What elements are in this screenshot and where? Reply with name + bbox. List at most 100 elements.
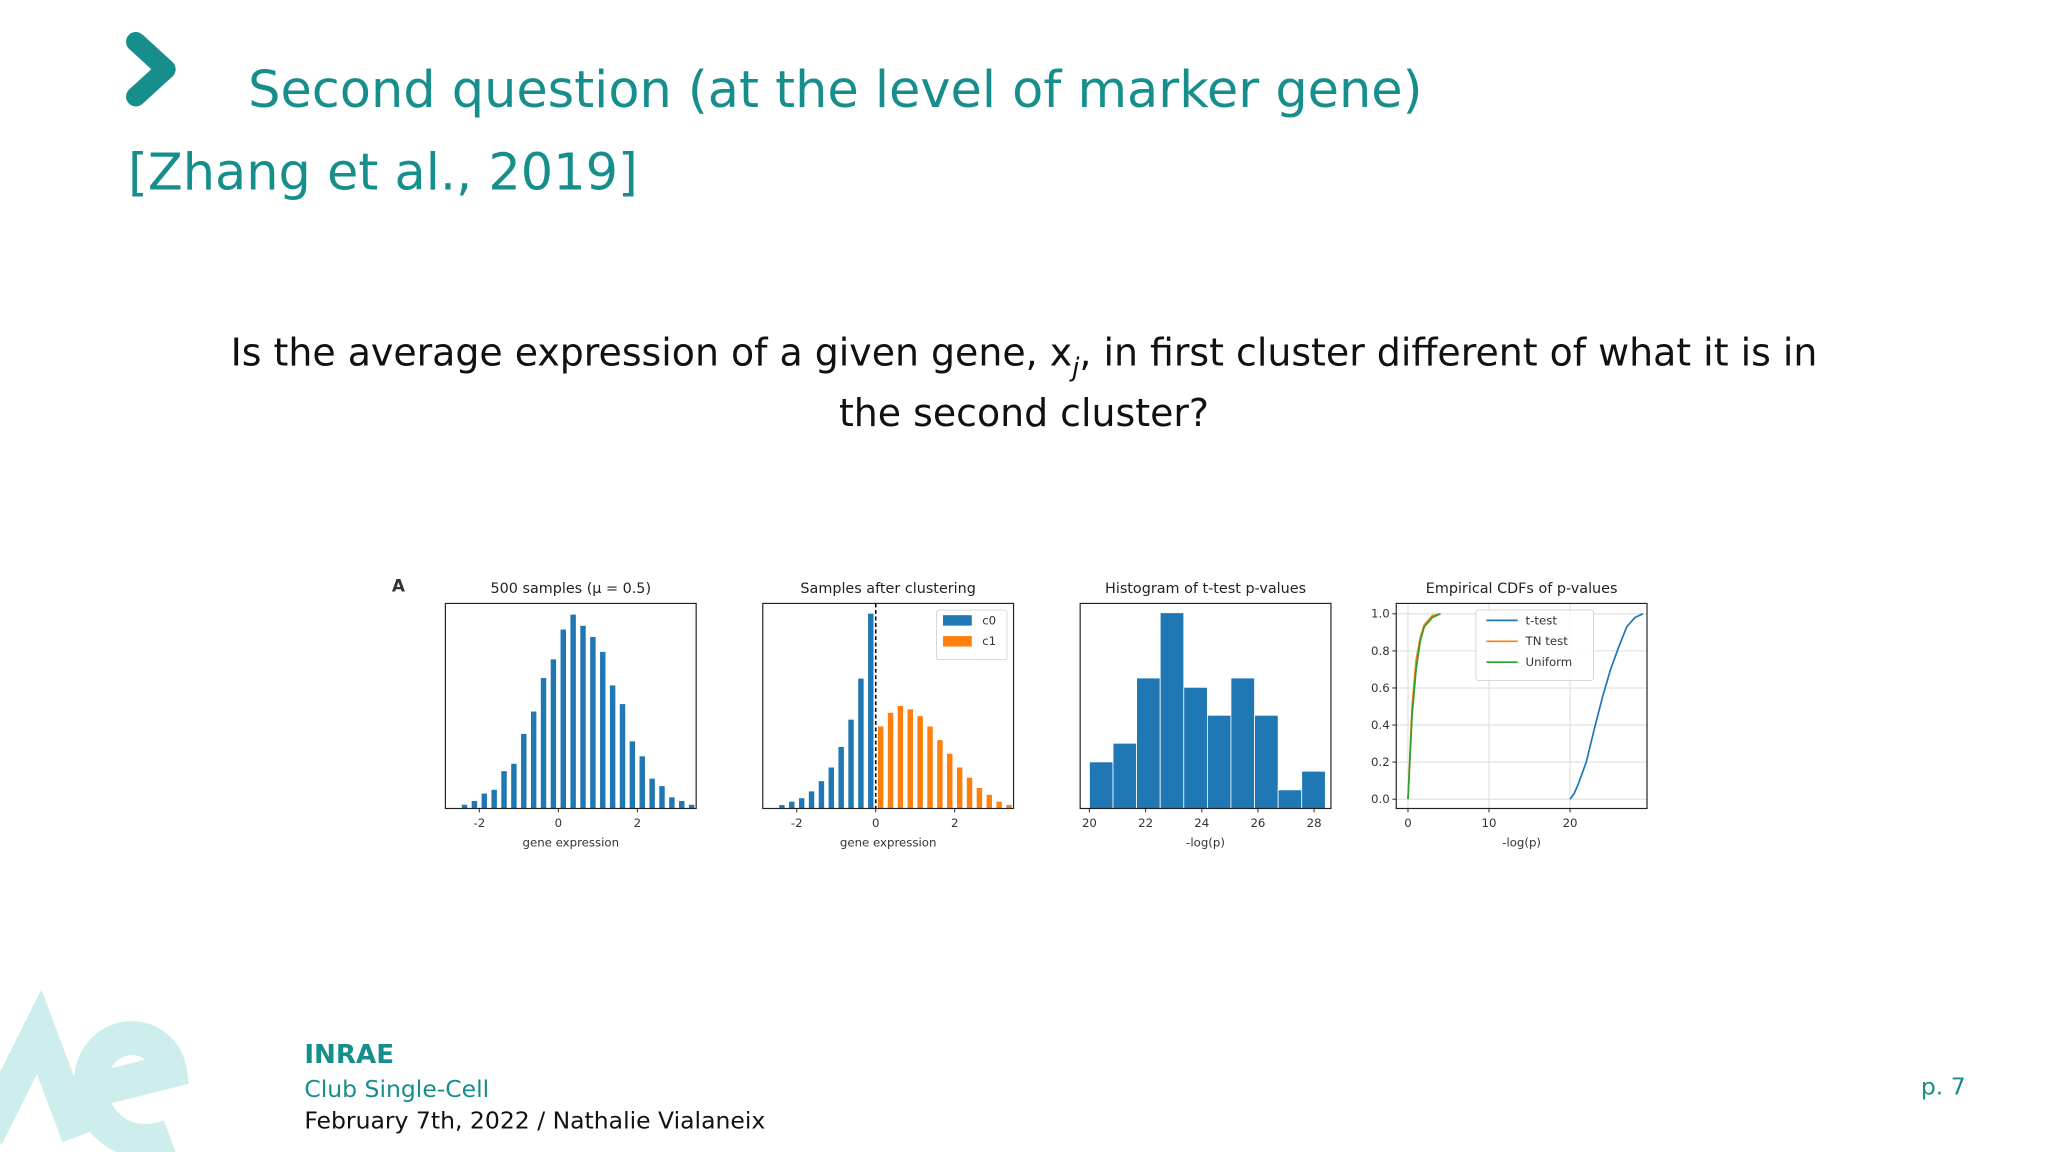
- bar: [798, 798, 805, 809]
- question-text: Is the average expression of a given gen…: [231, 331, 1072, 375]
- bar: [986, 794, 992, 809]
- question-text: , in first cluster different of what it …: [1079, 331, 1817, 375]
- question-line-1: Is the average expression of a given gen…: [231, 331, 1818, 383]
- bar: [808, 791, 815, 809]
- bar: [1230, 677, 1255, 809]
- x-axis-label: gene expression: [523, 835, 619, 849]
- bar: [639, 756, 645, 809]
- bar: [779, 805, 785, 809]
- bar: [600, 651, 606, 809]
- bar: [1277, 789, 1303, 809]
- chart-title: Samples after clustering: [800, 581, 975, 597]
- bar: [789, 801, 795, 809]
- x-tick-label: 26: [1250, 816, 1265, 830]
- chart-title: Empirical CDFs of p-values: [1426, 581, 1618, 597]
- bar: [1183, 686, 1208, 809]
- legend-swatch: [943, 636, 972, 647]
- plot-frame: [1395, 602, 1648, 810]
- bar: [1136, 677, 1161, 809]
- citation: [Zhang et al., 2019]: [128, 143, 638, 202]
- bar: [917, 716, 923, 809]
- x-tick-label: 20: [1563, 816, 1578, 830]
- x-tick-label: -2: [473, 816, 485, 830]
- x-tick-label: 10: [1482, 816, 1497, 830]
- bar: [887, 712, 894, 809]
- legend-label: t-test: [1526, 613, 1558, 627]
- x-tick-label: 22: [1138, 816, 1153, 830]
- bar: [669, 797, 675, 809]
- bar: [619, 704, 626, 809]
- bar: [858, 678, 864, 809]
- chart-panel: 500 samples (μ = 0.5) -2 0 2 gene expression: [444, 581, 697, 849]
- watermark-logo: [0, 989, 190, 1152]
- footer-author: February 7th, 2022 / Nathalie Vialaneix: [304, 1106, 765, 1134]
- bar: [471, 801, 478, 809]
- figure: A 500 samples (μ = 0.5) -2 0 2 gene expressi…: [392, 577, 1648, 849]
- bar: [956, 767, 963, 809]
- bar: [649, 778, 655, 809]
- bar: [907, 709, 913, 809]
- x-tick-label: 0: [555, 816, 562, 830]
- bar: [659, 786, 665, 809]
- bar: [521, 733, 527, 809]
- bar: [828, 767, 835, 809]
- page-number: p. 7: [1921, 1073, 1966, 1101]
- chevron-icon: [126, 32, 176, 107]
- y-tick-label: 0.6: [1371, 681, 1390, 695]
- bar: [1006, 805, 1012, 809]
- bar: [491, 789, 497, 809]
- question-subscript: j: [1069, 353, 1080, 383]
- x-tick-label: 20: [1082, 816, 1097, 830]
- bar: [848, 719, 854, 809]
- bar: [570, 614, 576, 809]
- legend-label: c0: [982, 613, 996, 627]
- question-line-2: the second cluster?: [839, 391, 1209, 435]
- bar: [897, 705, 904, 809]
- chart-panel: Histogram of t-test p-values 20 22 24 26 28 -l…: [1079, 581, 1332, 849]
- bar: [629, 741, 636, 809]
- x-tick-label: 0: [872, 816, 879, 830]
- plot-frame: [1079, 602, 1332, 810]
- legend-swatch: [943, 615, 972, 626]
- cdf-line: [1569, 613, 1644, 800]
- bar: [550, 659, 557, 809]
- bar: [838, 746, 844, 809]
- bar: [976, 787, 983, 809]
- logo-shape: [0, 989, 95, 1144]
- bar: [580, 625, 586, 809]
- footer-logo: INRAE: [304, 1040, 394, 1070]
- cdf-line: [1407, 613, 1441, 800]
- slide-title: Second question (at the level of marker …: [248, 61, 1422, 120]
- x-axis-label: -log(p): [1502, 835, 1541, 849]
- bar: [1159, 612, 1185, 809]
- x-tick-label: 2: [634, 816, 641, 830]
- x-axis-label: gene expression: [840, 835, 936, 849]
- plot-frame: [762, 602, 1015, 810]
- bar: [1112, 742, 1138, 809]
- bar: [877, 726, 884, 809]
- figure-label: A: [392, 577, 406, 597]
- bar: [996, 801, 1002, 809]
- bar: [511, 763, 517, 809]
- bar: [481, 793, 488, 809]
- x-axis-label: -log(p): [1186, 835, 1225, 849]
- bar: [688, 804, 695, 809]
- x-tick-label: 28: [1307, 816, 1322, 830]
- legend-label: c1: [982, 634, 996, 648]
- bar: [1089, 761, 1114, 809]
- plot-frame: [444, 602, 697, 810]
- chart-title: 500 samples (μ = 0.5): [490, 581, 651, 597]
- y-tick-label: 0.8: [1371, 644, 1390, 658]
- chart-title: Histogram of t-test p-values: [1105, 581, 1306, 597]
- bar: [868, 613, 874, 809]
- y-tick-label: 1.0: [1371, 607, 1390, 621]
- bar: [947, 753, 953, 809]
- y-tick-label: 0.4: [1371, 718, 1390, 732]
- legend-label: Uniform: [1526, 655, 1573, 669]
- x-tick-label: -2: [791, 816, 803, 830]
- bar: [1254, 714, 1279, 809]
- y-tick-label: 0.2: [1371, 755, 1390, 769]
